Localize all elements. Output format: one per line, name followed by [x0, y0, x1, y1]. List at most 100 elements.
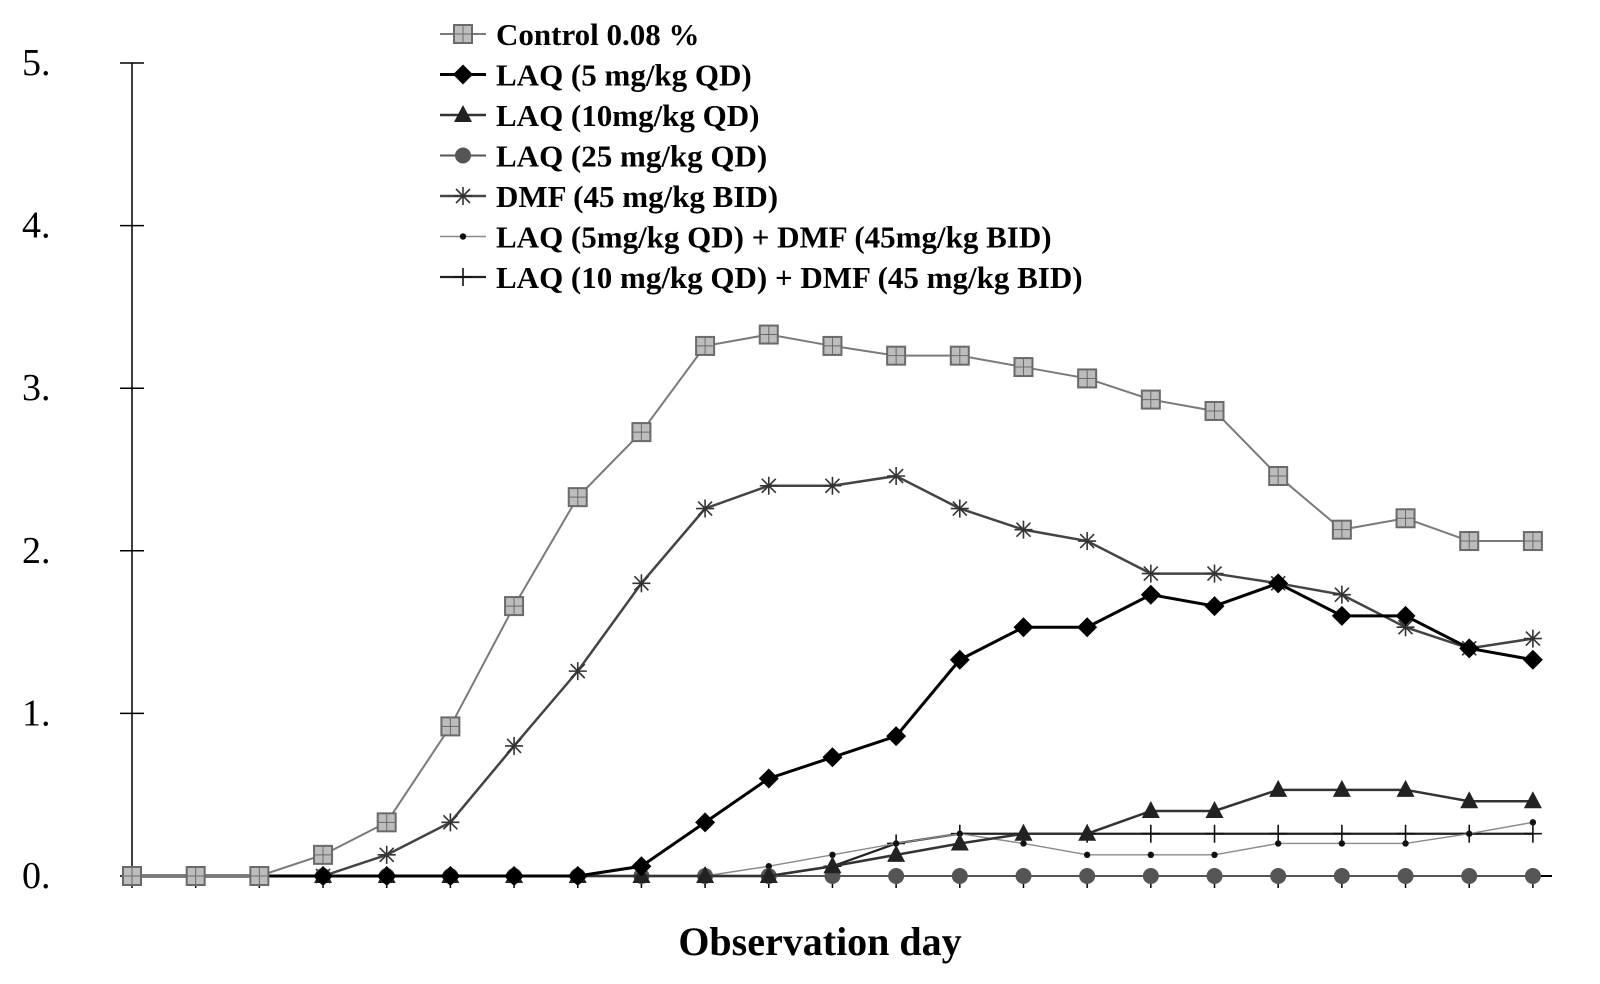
point-5-22	[1529, 819, 1537, 826]
point-1-13	[949, 649, 970, 670]
point-6-19	[1332, 824, 1351, 843]
point-4-15	[1078, 532, 1097, 551]
point-1-20	[1395, 605, 1416, 626]
series-4	[123, 467, 1542, 885]
point-1-8	[631, 856, 652, 877]
point-4-11	[823, 476, 842, 495]
y-tick-label-5: 5.	[22, 42, 51, 84]
point-3-15	[1079, 868, 1096, 884]
point-5-12	[892, 840, 900, 847]
point-3-21	[1461, 868, 1478, 884]
point-6-20	[1396, 824, 1415, 843]
legend-marker-0	[453, 24, 473, 44]
point-3-12	[888, 868, 905, 884]
point-1-16	[1140, 584, 1161, 605]
point-1-12	[886, 726, 907, 747]
point-1-3	[313, 866, 334, 886]
point-0-21	[1459, 531, 1480, 552]
point-0-12	[886, 345, 907, 366]
point-6-18	[1269, 824, 1288, 843]
y-tick-label-1: 1.	[22, 692, 51, 734]
point-3-13	[951, 868, 968, 884]
point-5-18	[1274, 840, 1282, 847]
legend-label-3: LAQ (25 mg/kg QD)	[496, 139, 767, 174]
y-tick-label-0: 0.	[22, 855, 51, 897]
series-0	[122, 324, 1543, 886]
point-6-16	[1141, 824, 1160, 843]
point-3-17	[1206, 868, 1223, 884]
point-1-17	[1204, 596, 1225, 617]
point-4-14	[1014, 520, 1033, 539]
point-0-6	[504, 596, 525, 617]
legend-marker-2	[454, 105, 472, 122]
point-0-9	[695, 335, 716, 356]
legend-entry-4: DMF (45 mg/kg BID)	[440, 179, 778, 214]
point-1-21	[1459, 638, 1480, 659]
point-1-4	[376, 866, 397, 886]
point-2-15	[1078, 823, 1097, 841]
legend-entry-5: LAQ (5mg/kg QD) + DMF (45mg/kg BID)	[440, 220, 1052, 255]
legend-marker-1	[453, 64, 473, 85]
legend-marker-4	[454, 187, 472, 205]
point-1-15	[1077, 617, 1098, 638]
point-1-5	[440, 866, 461, 886]
point-1-6	[504, 866, 525, 886]
legend-marker-5	[459, 233, 467, 240]
point-4-10	[759, 476, 778, 495]
point-5-16	[1147, 851, 1155, 859]
point-1-7	[567, 866, 588, 886]
legend-label-4: DMF (45 mg/kg BID)	[496, 179, 778, 214]
point-5-20	[1402, 840, 1409, 847]
point-0-8	[631, 422, 652, 443]
legend-entry-0: Control 0.08 %	[440, 17, 700, 52]
legend-label-2: LAQ (10mg/kg QD)	[496, 98, 760, 133]
point-5-14	[1020, 840, 1027, 847]
point-2-20	[1396, 779, 1415, 797]
point-0-15	[1077, 368, 1098, 389]
point-1-10	[758, 768, 779, 789]
legend: Control 0.08 % LAQ (5 mg/kg QD) LAQ (10mg/…	[440, 17, 1083, 295]
legend-entry-6: LAQ (10 mg/kg QD) + DMF (45 mg/kg BID)	[440, 260, 1083, 295]
legend-entry-3: LAQ (25 mg/kg QD)	[440, 139, 767, 174]
series-line-4	[132, 474, 1534, 878]
point-4-19	[1332, 585, 1351, 604]
point-0-22	[1522, 531, 1543, 552]
point-4-17	[1205, 564, 1224, 583]
point-4-6	[505, 736, 524, 755]
point-5-21	[1466, 830, 1473, 837]
point-4-8	[632, 574, 651, 593]
point-4-13	[950, 499, 969, 518]
point-2-16	[1141, 800, 1160, 818]
point-0-16	[1140, 389, 1161, 410]
y-tick-label-4: 4.	[22, 205, 51, 247]
point-1-14	[1013, 617, 1034, 638]
point-2-10	[759, 866, 778, 883]
point-2-19	[1332, 779, 1351, 797]
point-2-21	[1460, 791, 1479, 809]
legend-marker-3	[455, 147, 471, 164]
point-2-9	[696, 866, 715, 883]
point-1-18	[1268, 573, 1289, 594]
point-1-9	[695, 812, 716, 833]
legend-entry-2: LAQ (10mg/kg QD)	[440, 98, 760, 133]
point-0-3	[313, 844, 334, 865]
point-4-9	[696, 499, 715, 518]
point-2-17	[1205, 800, 1224, 818]
point-3-18	[1270, 868, 1287, 884]
y-tick-label-3: 3.	[22, 367, 51, 409]
point-1-11	[822, 747, 843, 768]
point-0-20	[1395, 508, 1416, 529]
point-3-22	[1524, 868, 1541, 884]
point-4-7	[568, 662, 587, 681]
point-1-19	[1331, 605, 1352, 626]
point-3-19	[1333, 868, 1350, 884]
series-layer	[122, 324, 1543, 886]
legend-entry-1: LAQ (5 mg/kg QD)	[440, 58, 752, 93]
point-0-14	[1013, 357, 1034, 378]
point-0-10	[758, 324, 779, 345]
point-0-11	[822, 335, 843, 356]
legend-label-0: Control 0.08 %	[496, 17, 700, 52]
point-0-18	[1268, 466, 1289, 487]
point-4-22	[1523, 629, 1542, 648]
